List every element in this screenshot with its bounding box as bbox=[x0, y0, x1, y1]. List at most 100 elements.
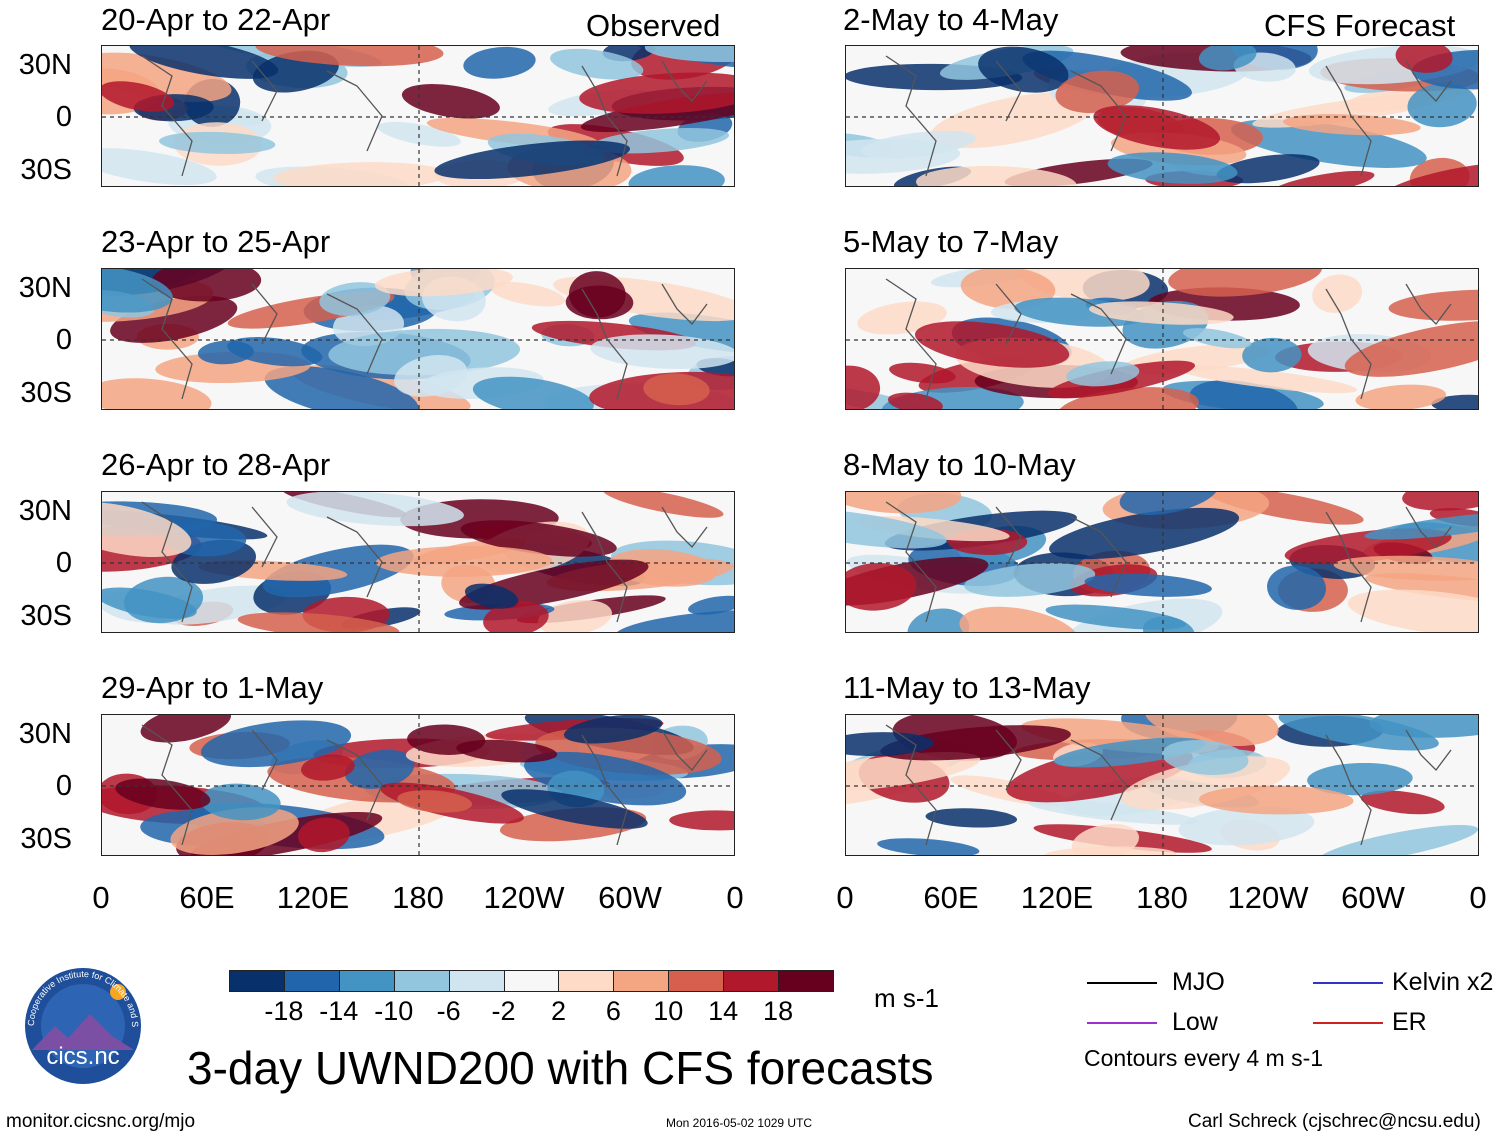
colorbar-box bbox=[613, 970, 670, 992]
credit: Carl Schreck (cjschrec@ncsu.edu) bbox=[1188, 1111, 1481, 1132]
legend-kelvin-line bbox=[1313, 982, 1383, 984]
wind-anomaly-blob bbox=[643, 373, 710, 406]
lat-label-eq-row1: 0 bbox=[55, 101, 72, 133]
wind-anomaly-blob bbox=[1066, 361, 1140, 387]
lat-label-30n-row2: 30N bbox=[18, 272, 72, 304]
wind-anomaly-blob bbox=[140, 715, 231, 743]
wind-anomaly-blob bbox=[1161, 739, 1249, 776]
wind-anomaly-blob bbox=[537, 599, 612, 632]
wind-anomaly-blob bbox=[880, 725, 1071, 761]
wind-anomaly-blob bbox=[846, 365, 881, 409]
wind-anomaly-blob bbox=[374, 269, 513, 297]
wind-anomaly-blob bbox=[102, 378, 212, 409]
wind-field bbox=[846, 715, 1478, 855]
wind-anomaly-blob bbox=[1267, 565, 1326, 610]
legend-mjo-line bbox=[1087, 982, 1157, 984]
map-panel-forecast-2 bbox=[845, 268, 1479, 410]
coastlines bbox=[141, 724, 708, 846]
wind-anomaly-blob bbox=[460, 520, 617, 557]
coastlines bbox=[885, 501, 1452, 623]
contour-note: Contours every 4 m s-1 bbox=[1084, 1045, 1324, 1071]
lat-label-eq-row4: 0 bbox=[55, 770, 72, 802]
wind-anomaly-blob bbox=[1168, 269, 1322, 297]
wind-anomaly-blob bbox=[1395, 46, 1453, 73]
wind-anomaly-blob bbox=[102, 501, 192, 558]
wind-anomaly-blob bbox=[501, 789, 648, 829]
forecast-label: CFS Forecast bbox=[1264, 8, 1456, 43]
wind-anomaly-blob bbox=[887, 392, 943, 409]
legend-er-label: ER bbox=[1392, 1008, 1427, 1036]
wind-anomaly-blob bbox=[1044, 846, 1177, 855]
wind-anomaly-blob bbox=[1183, 328, 1252, 349]
wind-anomaly-blob bbox=[1278, 715, 1439, 751]
wind-anomaly-blob bbox=[615, 610, 734, 632]
wind-anomaly-blob bbox=[151, 269, 262, 302]
colorbar-level-label: -14 bbox=[319, 996, 359, 1026]
lat-label-30n-row1: 30N bbox=[18, 49, 72, 81]
wind-anomaly-blob bbox=[237, 612, 400, 632]
wind-anomaly-blob bbox=[197, 340, 254, 365]
wind-anomaly-blob bbox=[1364, 511, 1478, 540]
lon-label-left-120w: 120W bbox=[483, 880, 565, 915]
lat-label-30s-row3: 30S bbox=[20, 600, 72, 632]
lon-label-left-360: 0 bbox=[726, 880, 744, 915]
coastlines bbox=[141, 55, 708, 177]
wind-anomaly-blob bbox=[603, 492, 724, 518]
wind-anomaly-blob bbox=[298, 817, 350, 853]
wind-anomaly-blob bbox=[1344, 320, 1478, 377]
colorbar-level-label: -18 bbox=[264, 996, 304, 1026]
wind-field bbox=[102, 492, 734, 632]
wind-anomaly-blob bbox=[1198, 46, 1257, 71]
wind-anomaly-blob bbox=[644, 46, 734, 63]
wind-anomaly-blob bbox=[1084, 573, 1212, 597]
lat-label-30s-row2: 30S bbox=[20, 377, 72, 409]
wind-anomaly-blob bbox=[255, 46, 444, 67]
colorbar-units: m s-1 bbox=[874, 983, 939, 1013]
lon-label-left-180: 180 bbox=[392, 880, 444, 915]
logo-text: cics.nc bbox=[46, 1043, 119, 1070]
figure-title: 3-day UWND200 with CFS forecasts bbox=[187, 1042, 934, 1094]
colorbar bbox=[229, 970, 834, 992]
wind-field bbox=[846, 46, 1478, 186]
wind-anomaly-blob bbox=[846, 492, 962, 514]
lon-label-right-120e: 120E bbox=[1020, 880, 1094, 915]
panel-title-forecast-4: 11-May to 13-May bbox=[843, 670, 1091, 705]
panel-title-observed-1: 20-Apr to 22-Apr bbox=[101, 2, 331, 37]
wind-anomaly-blob bbox=[628, 165, 725, 186]
wind-field bbox=[102, 269, 734, 409]
wind-anomaly-blob bbox=[860, 130, 976, 159]
wind-anomaly-blob bbox=[1269, 170, 1375, 186]
wind-field bbox=[846, 492, 1478, 632]
wind-anomaly-blob bbox=[102, 52, 232, 103]
wind-anomaly-blob bbox=[1144, 715, 1279, 747]
legend-mjo-label: MJO bbox=[1172, 968, 1225, 996]
wind-anomaly-blob bbox=[1055, 70, 1140, 113]
wind-anomaly-blob bbox=[1093, 105, 1221, 150]
wind-anomaly-blob bbox=[925, 808, 1018, 828]
wind-anomaly-blob bbox=[1318, 824, 1478, 855]
wind-anomaly-blob bbox=[563, 715, 663, 744]
wind-anomaly-blob bbox=[1142, 616, 1195, 632]
panel-title-forecast-2: 5-May to 7-May bbox=[843, 224, 1059, 259]
wind-anomaly-blob bbox=[1216, 154, 1320, 184]
lat-label-30s-row1: 30S bbox=[20, 154, 72, 186]
panel-title-observed-2: 23-Apr to 25-Apr bbox=[101, 224, 331, 259]
wind-anomaly-blob bbox=[978, 46, 1069, 93]
wind-anomaly-blob bbox=[1402, 492, 1478, 511]
wind-anomaly-blob bbox=[200, 720, 352, 768]
wind-anomaly-blob bbox=[1407, 82, 1477, 128]
colorbar-level-label: 6 bbox=[605, 996, 621, 1026]
wind-anomaly-blob bbox=[129, 46, 279, 79]
colorbar-box bbox=[558, 970, 615, 992]
colorbar-box bbox=[448, 970, 505, 992]
wind-anomaly-blob bbox=[464, 583, 519, 609]
wind-anomaly-blob bbox=[1028, 799, 1199, 825]
wind-anomaly-blob bbox=[1388, 289, 1478, 321]
colorbar-box bbox=[503, 970, 560, 992]
colorbar-level-label: -10 bbox=[374, 996, 414, 1026]
colorbar-box bbox=[723, 970, 780, 992]
wind-anomaly-blob bbox=[170, 807, 299, 855]
source-url: monitor.cicsnc.org/mjo bbox=[6, 1111, 196, 1132]
map-panel-observed-2 bbox=[101, 268, 735, 410]
wind-anomaly-blob bbox=[916, 165, 1077, 186]
